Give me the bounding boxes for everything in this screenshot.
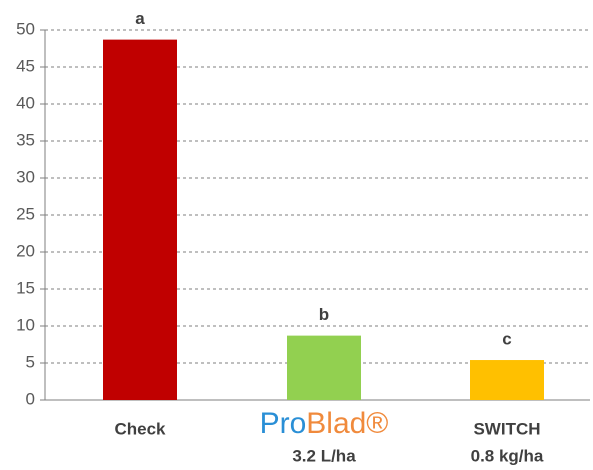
x-tick-sublabel: 3.2 L/ha [292,446,356,465]
y-tick-label: 15 [16,278,35,297]
y-tick-label: 30 [16,167,35,186]
x-tick-label: Check [114,419,166,438]
y-tick-label: 5 [26,352,35,371]
y-tick-label: 35 [16,130,35,149]
significance-letter: a [135,9,145,28]
y-tick-label: 20 [16,241,35,260]
category-logo: ProBlad® [260,407,389,440]
y-tick-label: 10 [16,315,35,334]
bar [470,360,544,400]
x-tick-sublabel: 0.8 kg/ha [471,446,544,465]
y-tick-label: 0 [26,389,35,408]
bar [103,39,177,401]
y-tick-label: 40 [16,93,35,112]
significance-letter: c [502,330,511,349]
y-tick-label: 45 [16,56,35,75]
significance-letter: b [319,305,329,324]
y-tick-label: 50 [16,19,35,38]
bar [287,335,361,400]
y-tick-label: 25 [16,204,35,223]
x-tick-label: SWITCH [473,419,540,438]
